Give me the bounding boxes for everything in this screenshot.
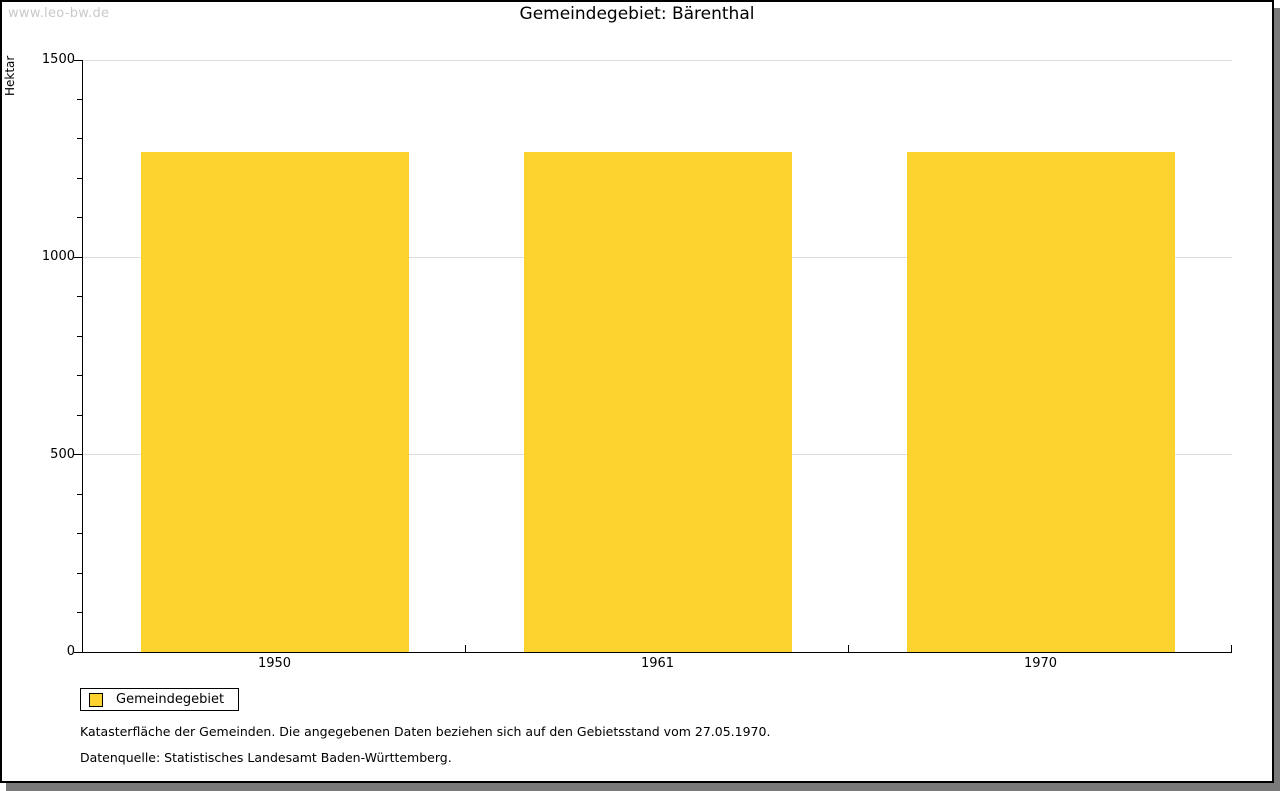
watermark: www.leo-bw.de: [8, 6, 110, 21]
y-tick-label-1000: 1000: [41, 249, 75, 265]
y-major-tick-0: [74, 651, 82, 653]
x-axis-tick-1: [465, 645, 466, 652]
y-minor-tick-700: [77, 375, 82, 377]
y-minor-tick-1400: [77, 98, 82, 100]
x-tick-label-1961: 1961: [640, 656, 675, 671]
y-major-tick-1000: [74, 256, 82, 258]
y-tick-label-0: 0: [66, 644, 75, 659]
plot-area: 0 500 1000 1500 1950 1961 1970: [42, 52, 1232, 671]
bar-1950: [141, 151, 409, 652]
y-minor-tick-600: [77, 414, 82, 416]
y-minor-tick-800: [77, 335, 82, 337]
y-minor-tick-900: [77, 296, 82, 298]
y-minor-tick-1200: [77, 177, 82, 179]
y-minor-tick-1300: [77, 138, 82, 140]
bar-1961: [524, 151, 792, 652]
y-minor-tick-1100: [77, 217, 82, 219]
x-axis-tick-2: [848, 645, 849, 652]
y-major-tick-1500: [74, 59, 82, 61]
y-minor-tick-100: [77, 612, 82, 614]
x-tick-label-1970: 1970: [1023, 656, 1058, 671]
y-tick-label-1500: 1500: [41, 52, 75, 67]
chart-title: Gemeindegebiet: Bärenthal: [519, 4, 755, 24]
x-axis-tick-3: [1231, 645, 1232, 652]
y-minor-tick-200: [77, 572, 82, 574]
footnote-line-2: Datenquelle: Statistisches Landesamt Bad…: [80, 750, 452, 765]
bar-1970: [907, 151, 1175, 652]
legend: Gemeindegebiet: [80, 688, 240, 711]
y-minor-tick-400: [77, 493, 82, 495]
y-major-tick-500: [74, 454, 82, 456]
x-tick-label-1950: 1950: [257, 656, 292, 671]
legend-label: Gemeindegebiet: [116, 692, 225, 707]
gridline-1500: [83, 59, 1232, 61]
y-tick-label-500: 500: [50, 446, 75, 462]
y-minor-tick-300: [77, 533, 82, 535]
footnote-line-1: Katasterfläche der Gemeinden. Die angege…: [80, 724, 771, 739]
legend-swatch: [89, 692, 103, 707]
